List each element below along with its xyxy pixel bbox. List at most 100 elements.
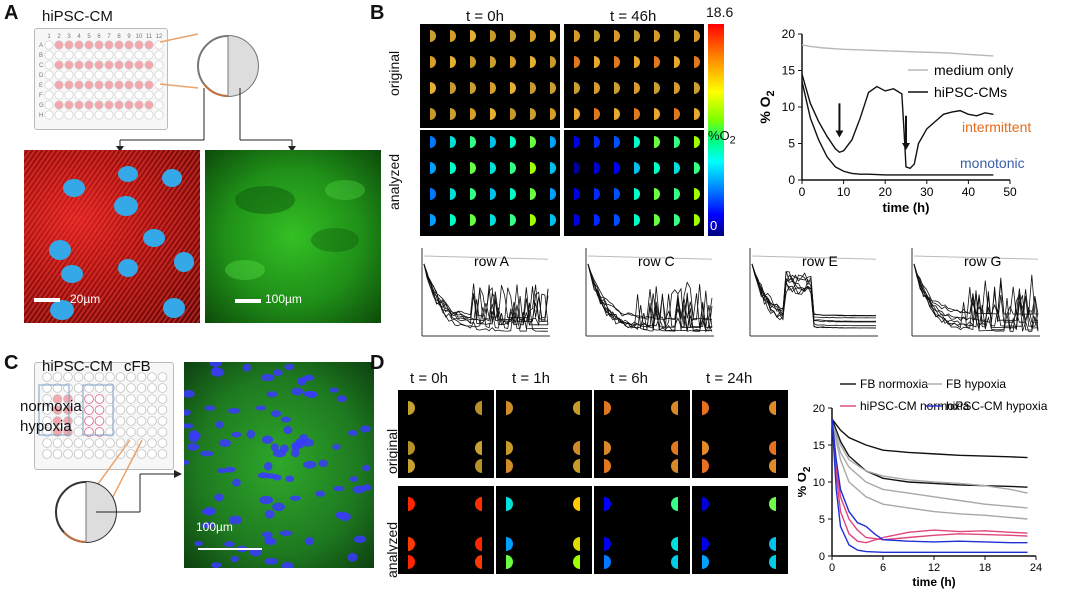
sensor-spot: [674, 136, 680, 148]
sensor-spot: [702, 497, 709, 511]
sensor-spot: [573, 555, 580, 569]
arrow-marker-head: [902, 142, 910, 150]
plate-well: [94, 70, 104, 80]
plate-row-label: C: [39, 63, 44, 69]
plate-well: [64, 50, 74, 60]
sensor-spot: [674, 56, 680, 68]
plate-well: [105, 438, 115, 448]
plate-well: [84, 383, 94, 393]
nucleus: [209, 362, 223, 368]
sensor-spot: [430, 56, 436, 68]
plate-well: [115, 416, 126, 426]
sensor-spot: [674, 82, 680, 94]
nucleus: [200, 450, 214, 457]
row-chart-trace: [587, 263, 712, 321]
sensor-spot: [475, 401, 482, 415]
series-line-0: [801, 44, 994, 57]
series-line-1: [801, 73, 994, 170]
b-row-analyzed: analyzed: [386, 153, 402, 210]
plate-box-cfb: [82, 384, 114, 436]
sensor-spot: [574, 162, 580, 174]
sensor-spot: [490, 56, 496, 68]
nucleus: [273, 369, 283, 377]
sensor-spot: [506, 459, 513, 473]
sensor-spot: [490, 214, 496, 226]
sensor-spot: [671, 401, 678, 415]
plate-well: [144, 60, 154, 70]
row-chart-trace: [423, 263, 548, 332]
plate-well: [157, 383, 168, 393]
d-time-24: t = 24h: [706, 370, 753, 387]
plate-well: [126, 427, 136, 437]
plate-well: [54, 80, 64, 90]
sensor-spot: [550, 136, 556, 148]
sensor-spot: [530, 214, 536, 226]
panel-label-d: D: [370, 352, 385, 374]
nucleus: [283, 426, 293, 435]
plate-well: [124, 40, 134, 50]
plate-well: [42, 449, 52, 459]
c-label-cfb: cFB: [124, 358, 151, 375]
cfb-nuclei: [184, 362, 372, 568]
sarcomere-image: [24, 150, 200, 323]
sensor-spot: [530, 136, 536, 148]
plate-well: [115, 405, 126, 415]
plate-well: [124, 70, 134, 80]
series-line-4: [831, 422, 1028, 520]
nucleus: [264, 509, 275, 519]
plate-well: [63, 438, 73, 448]
sensor-spot: [694, 136, 700, 148]
well-sensor-arc: [203, 83, 229, 97]
plate-well: [42, 394, 52, 404]
sensor-spot: [574, 136, 580, 148]
sensor-spot: [594, 162, 600, 174]
nucleus: [232, 478, 241, 487]
plate-well: [52, 372, 63, 382]
plate-well: [84, 40, 94, 50]
nucleus: [270, 443, 279, 452]
sensor-spot: [573, 401, 580, 415]
sensor-spot: [634, 82, 640, 94]
nucleus: [361, 484, 372, 491]
plate-col-label: 11: [146, 34, 153, 40]
sensor-spot: [634, 136, 640, 148]
sensor-spot: [674, 108, 680, 120]
well-plate-a: 1 2 3 4 5 6 7 8 9 10 11 12 A B C D E F G H: [34, 28, 168, 130]
plate-well: [157, 416, 168, 426]
sensor-spot: [654, 214, 660, 226]
plate-well: [94, 90, 104, 100]
sensor-spot: [408, 537, 415, 551]
plate-well: [44, 100, 54, 110]
sensor-spot: [510, 188, 516, 200]
sensor-spot: [510, 30, 516, 42]
plate-col-label: 4: [77, 34, 81, 40]
plate-well: [84, 449, 94, 459]
plate-well: [115, 438, 126, 448]
sensor-spot: [634, 214, 640, 226]
nucleus: [304, 536, 315, 546]
plate-well: [74, 50, 84, 60]
plate-row-label: E: [39, 83, 43, 89]
x-tick-label: 24: [1030, 562, 1042, 574]
sensor-spot: [574, 30, 580, 42]
row-chart-trace: [587, 263, 713, 320]
nucleus: [201, 522, 215, 529]
sensor-spot: [594, 214, 600, 226]
plate-well: [74, 60, 84, 70]
plate-well: [136, 372, 147, 382]
sensor-spot: [510, 82, 516, 94]
nucleus: [263, 473, 278, 479]
plate-well: [104, 90, 114, 100]
sensor-spot: [530, 56, 536, 68]
sensor-spot: [430, 82, 436, 94]
nucleus: [224, 466, 236, 473]
nucleus: [289, 495, 301, 501]
plate-well: [154, 60, 164, 70]
nucleus: [223, 541, 235, 548]
sensor-spot: [594, 136, 600, 148]
sensor-spot: [573, 459, 580, 473]
micrograph-sarcomere: 20µm: [24, 150, 200, 323]
row-chart-trace: [751, 263, 876, 316]
x-tick-label: 18: [979, 562, 991, 574]
sensor-spot: [694, 30, 700, 42]
